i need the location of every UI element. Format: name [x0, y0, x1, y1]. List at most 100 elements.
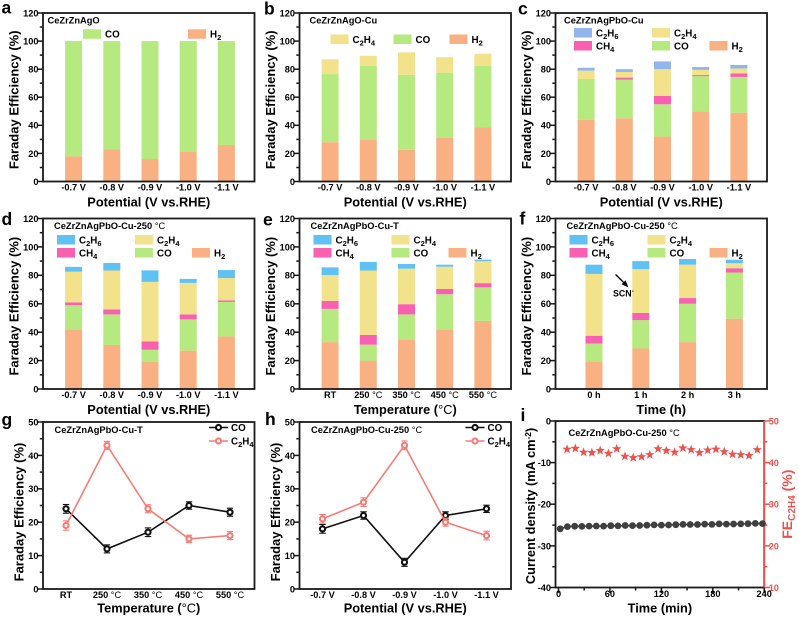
svg-text:CO: CO: [414, 248, 429, 259]
svg-text:Faraday Efficiency (%): Faraday Efficiency (%): [268, 443, 283, 582]
svg-text:120: 120: [536, 8, 551, 18]
svg-text:80: 80: [28, 271, 38, 281]
svg-text:60: 60: [28, 299, 38, 309]
svg-text:-0.8 V: -0.8 V: [100, 183, 125, 193]
svg-text:0 h: 0 h: [587, 390, 601, 400]
svg-text:SCN-: SCN-: [613, 288, 634, 299]
svg-text:-1.0 V: -1.0 V: [176, 390, 201, 400]
svg-text:Faraday Efficiency (%): Faraday Efficiency (%): [7, 237, 22, 376]
svg-text:CeZrZnAgPbO-Cu-250 °C: CeZrZnAgPbO-Cu-250 °C: [567, 221, 678, 231]
svg-text:20: 20: [28, 356, 38, 366]
svg-text:0: 0: [290, 584, 295, 594]
svg-text:350 °C: 350 °C: [134, 590, 163, 600]
svg-text:CeZrZnAgPbO-Cu-250 °C: CeZrZnAgPbO-Cu-250 °C: [311, 425, 422, 435]
svg-text:20: 20: [541, 356, 551, 366]
svg-text:-0.9 V: -0.9 V: [394, 183, 419, 193]
svg-text:-0.9 V: -0.9 V: [392, 590, 417, 600]
svg-text:3 h: 3 h: [728, 390, 742, 400]
svg-text:40: 40: [28, 451, 38, 461]
svg-text:10: 10: [285, 551, 295, 561]
svg-text:-0.8 V: -0.8 V: [356, 183, 381, 193]
svg-text:-1.1 V: -1.1 V: [727, 183, 752, 193]
svg-text:H2: H2: [732, 248, 743, 261]
svg-text:Faraday Efficiency (%): Faraday Efficiency (%): [263, 237, 278, 376]
svg-text:-0.8 V: -0.8 V: [351, 590, 376, 600]
svg-text:Potential (V vs.RHE): Potential (V vs.RHE): [87, 402, 210, 417]
svg-text:Faraday Efficiency (%): Faraday Efficiency (%): [263, 30, 278, 169]
svg-text:-1.1 V: -1.1 V: [474, 590, 499, 600]
svg-text:b: b: [264, 0, 275, 19]
svg-text:C2H6: C2H6: [336, 235, 359, 248]
svg-text:120: 120: [654, 589, 669, 599]
svg-text:H2: H2: [214, 248, 225, 261]
svg-text:50: 50: [28, 417, 38, 427]
svg-text:120: 120: [280, 214, 295, 224]
svg-text:180: 180: [705, 589, 720, 599]
svg-text:-1.0 V: -1.0 V: [176, 183, 201, 193]
svg-text:c: c: [518, 0, 528, 18]
svg-text:C2H6: C2H6: [79, 235, 102, 248]
svg-text:80: 80: [285, 65, 295, 75]
svg-text:2 h: 2 h: [681, 390, 695, 400]
svg-text:550 °C: 550 °C: [469, 390, 498, 400]
svg-text:H2: H2: [472, 35, 483, 48]
svg-text:-0.9 V: -0.9 V: [138, 183, 163, 193]
svg-text:f: f: [520, 209, 526, 229]
svg-text:CH4: CH4: [592, 248, 611, 261]
svg-text:Potential (V vs.RHE): Potential (V vs.RHE): [344, 194, 467, 209]
svg-text:20: 20: [541, 149, 551, 159]
svg-text:20: 20: [28, 149, 38, 159]
svg-text:100: 100: [23, 37, 38, 47]
svg-text:-0.7 V: -0.7 V: [61, 183, 86, 193]
svg-text:-0.9 V: -0.9 V: [138, 390, 163, 400]
svg-text:-1.0 V: -1.0 V: [433, 590, 458, 600]
svg-text:H2: H2: [210, 30, 221, 43]
svg-text:-0.7 V: -0.7 V: [310, 590, 335, 600]
svg-text:100: 100: [536, 242, 551, 252]
svg-text:C2H4: C2H4: [488, 437, 511, 450]
svg-text:100: 100: [536, 37, 551, 47]
svg-text:60: 60: [285, 299, 295, 309]
svg-text:Faraday Efficiency (%): Faraday Efficiency (%): [519, 237, 534, 376]
svg-text:120: 120: [536, 214, 551, 224]
svg-text:-0.7 V: -0.7 V: [574, 183, 599, 193]
svg-text:40: 40: [28, 328, 38, 338]
svg-text:50: 50: [285, 417, 295, 427]
svg-text:-0.7 V: -0.7 V: [318, 183, 343, 193]
svg-text:40: 40: [28, 121, 38, 131]
svg-text:0: 0: [546, 416, 551, 426]
svg-text:-0.8 V: -0.8 V: [100, 390, 125, 400]
svg-text:Current density (mA cm-2): Current density (mA cm-2): [523, 428, 538, 584]
svg-text:450 °C: 450 °C: [175, 590, 204, 600]
svg-text:Temperature (°C): Temperature (°C): [354, 402, 457, 417]
svg-text:-10: -10: [538, 458, 551, 468]
svg-text:C2H6: C2H6: [592, 235, 615, 248]
svg-text:40: 40: [769, 458, 779, 468]
svg-text:CH4: CH4: [596, 41, 615, 54]
svg-text:240: 240: [757, 589, 772, 599]
svg-text:CO: CO: [105, 30, 120, 41]
svg-text:CeZrZnAgPbO-Cu-T: CeZrZnAgPbO-Cu-T: [311, 221, 400, 231]
svg-text:h: h: [265, 409, 276, 429]
svg-text:450 °C: 450 °C: [431, 390, 460, 400]
svg-text:80: 80: [285, 271, 295, 281]
svg-text:250 °C: 250 °C: [354, 390, 383, 400]
svg-text:RT: RT: [324, 390, 337, 400]
svg-text:CeZrZnAgPbO-Cu: CeZrZnAgPbO-Cu: [564, 16, 644, 26]
svg-text:100: 100: [280, 242, 295, 252]
svg-text:100: 100: [280, 37, 295, 47]
svg-text:CO: CO: [670, 248, 685, 259]
svg-text:CO: CO: [157, 248, 172, 259]
svg-text:d: d: [2, 209, 13, 229]
svg-text:Time (min): Time (min): [628, 601, 692, 616]
svg-text:CH4: CH4: [336, 248, 355, 261]
svg-text:0: 0: [33, 584, 38, 594]
svg-text:CeZrZnAgPbO-Cu-T: CeZrZnAgPbO-Cu-T: [55, 425, 144, 435]
svg-text:0: 0: [556, 589, 561, 599]
svg-text:120: 120: [23, 8, 38, 18]
svg-text:Potential (V vs.RHE): Potential (V vs.RHE): [344, 601, 467, 616]
svg-text:e: e: [263, 210, 273, 230]
svg-text:-40: -40: [538, 583, 551, 593]
svg-text:0: 0: [33, 384, 38, 394]
svg-text:CO: CO: [231, 423, 246, 434]
